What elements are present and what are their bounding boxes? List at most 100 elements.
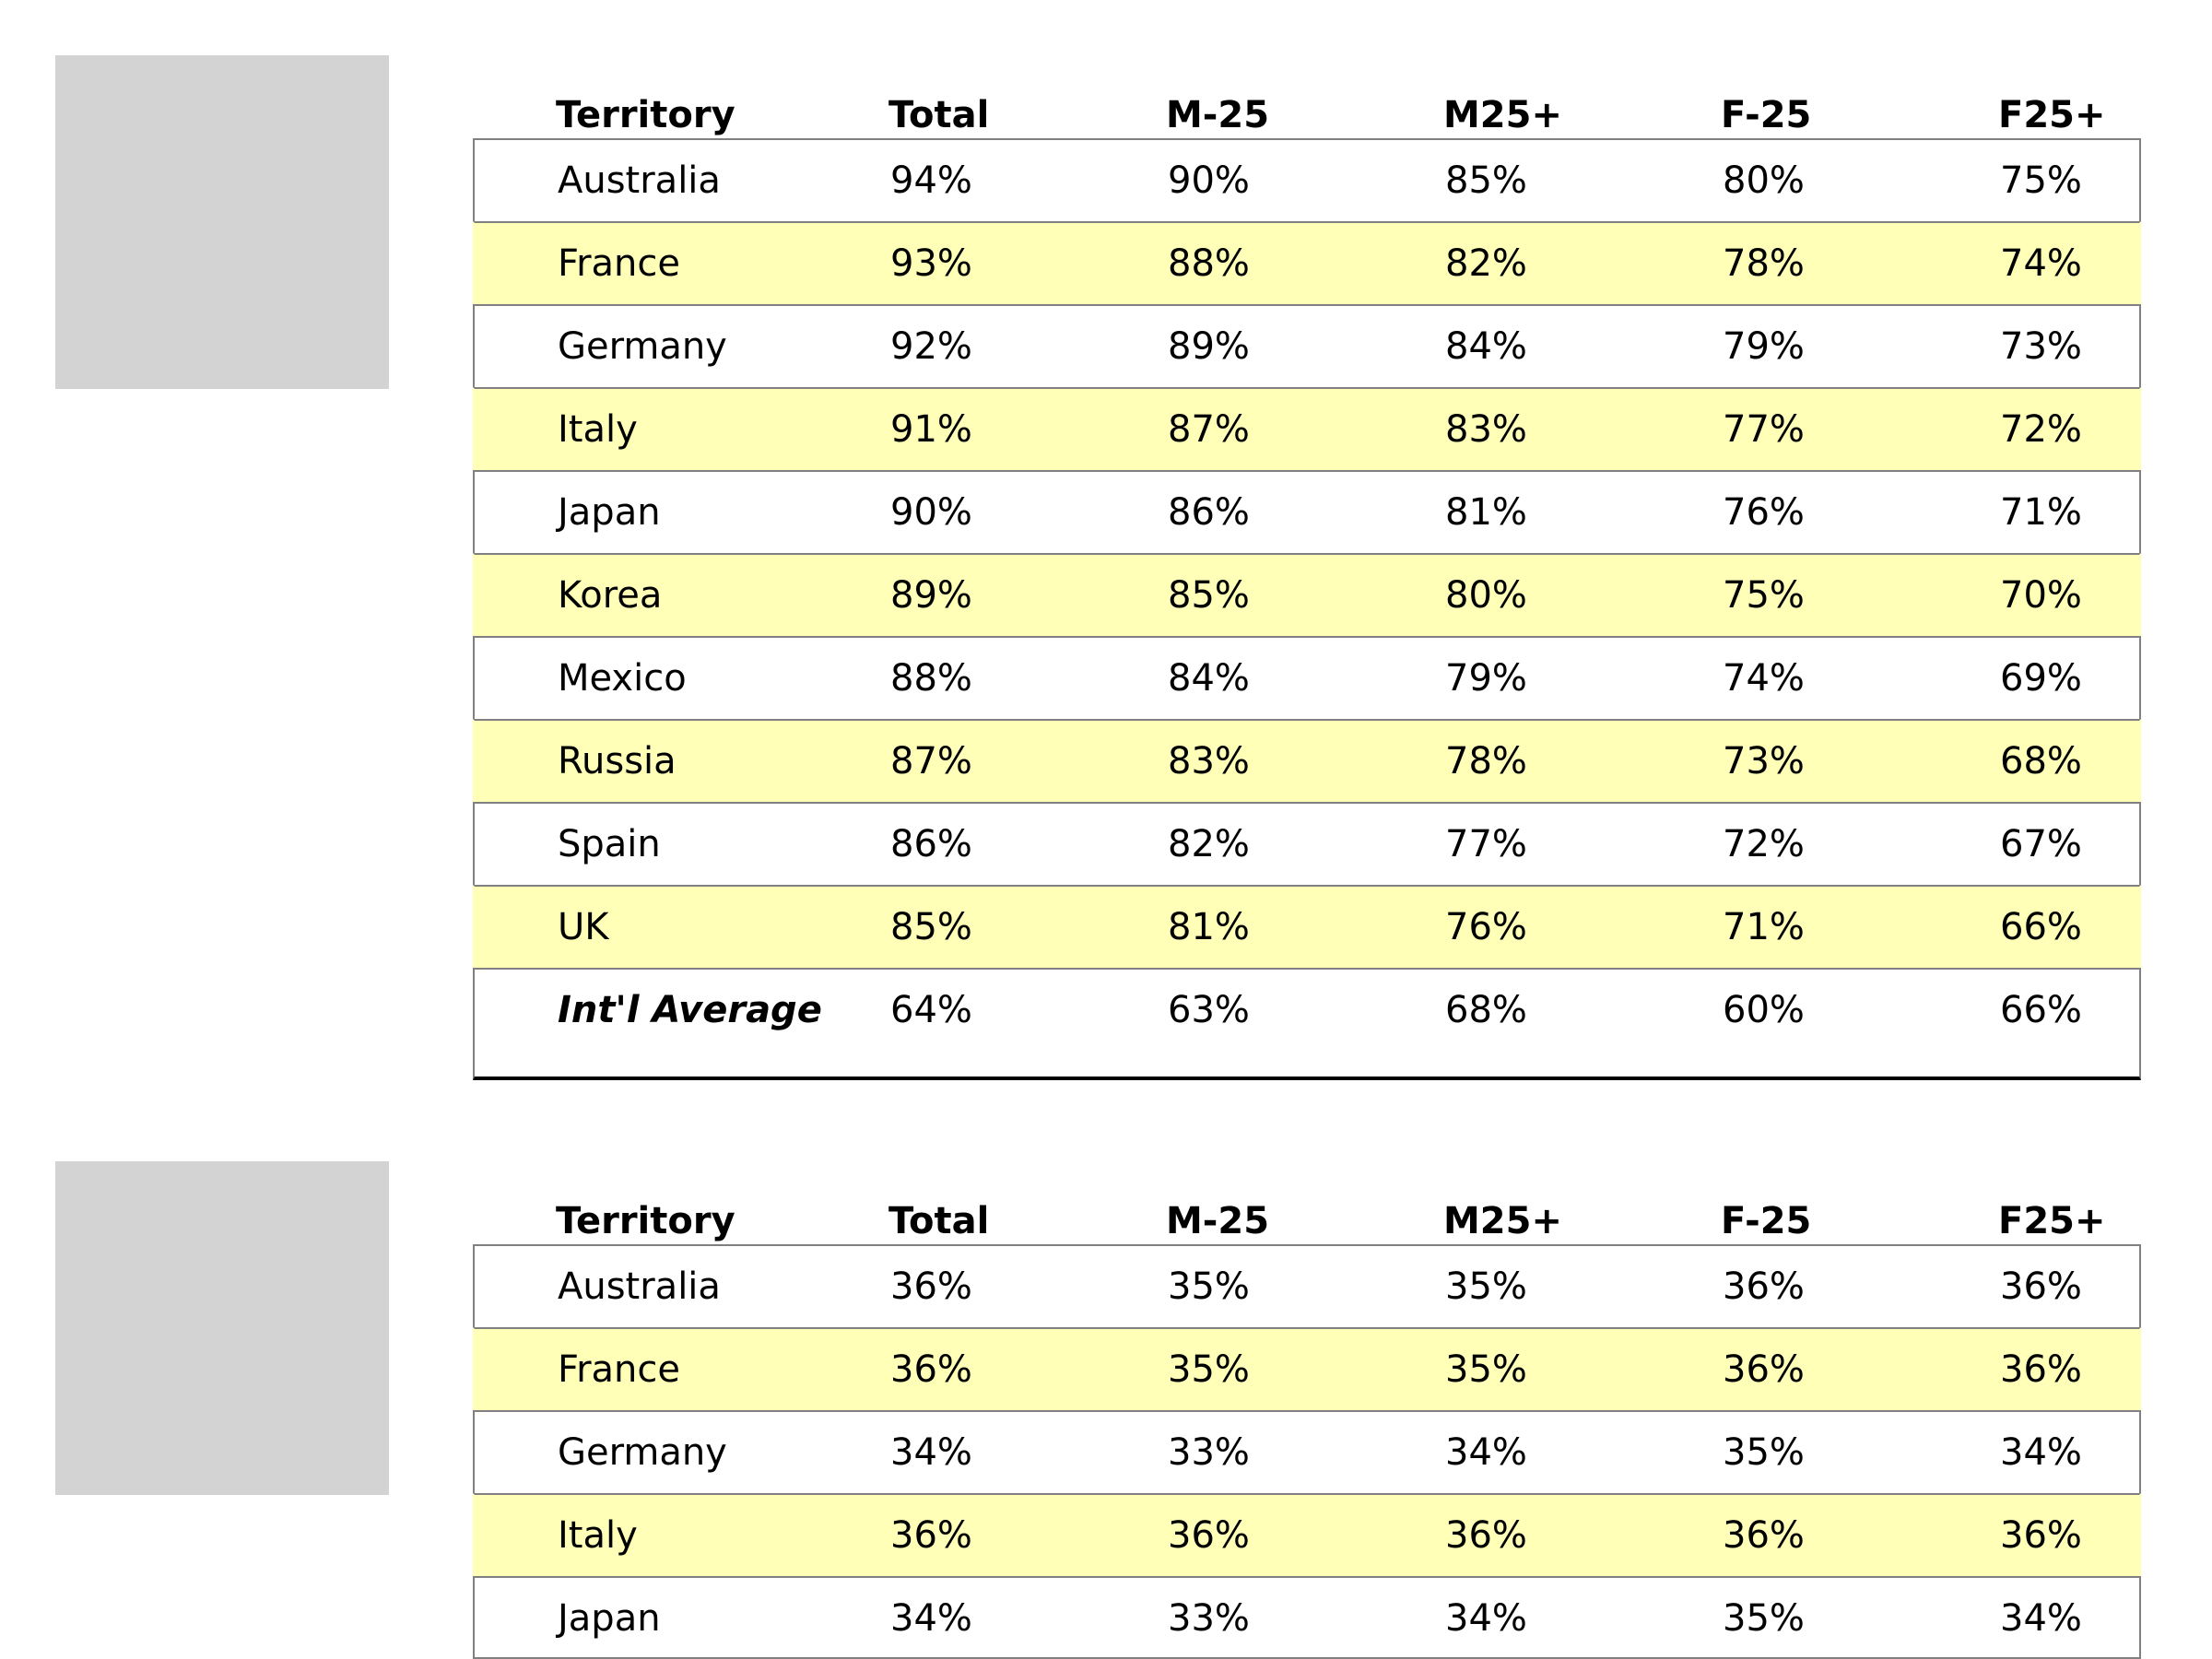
table-row: Australia 94% 90% 85% 80% 75% xyxy=(473,138,2141,221)
m-under-25-cell: 89% xyxy=(1168,325,1250,368)
m-25-plus-cell: 35% xyxy=(1445,1265,1527,1308)
table-row: UK 85% 81% 76% 71% 66% xyxy=(473,885,2141,968)
f-under-25-cell: 60% xyxy=(1723,989,1805,1031)
f-under-25-cell: 35% xyxy=(1723,1431,1805,1474)
m-under-25-cell: 90% xyxy=(1168,159,1250,202)
f-25-plus-cell: 67% xyxy=(2000,823,2082,865)
m-under-25-cell: 84% xyxy=(1168,657,1250,700)
column-header-territory: Territory xyxy=(556,94,735,136)
table-row: Mexico 88% 84% 79% 74% 69% xyxy=(473,636,2141,719)
total-cell: 91% xyxy=(890,408,972,451)
table-body: Australia 36% 35% 35% 36% 36% France 36% 35% 35% 3… xyxy=(473,1244,2141,1659)
territory-cell: Italy xyxy=(558,1514,638,1557)
column-header-f-under-25: F-25 xyxy=(1721,1200,1812,1242)
f-under-25-cell: 78% xyxy=(1723,242,1805,285)
m-25-plus-cell: 36% xyxy=(1445,1514,1527,1557)
territory-cell: Int'l Average xyxy=(558,989,822,1031)
column-header-f-25-plus: F25+ xyxy=(1998,1200,2106,1242)
territory-cell: Mexico xyxy=(558,657,687,700)
f-25-plus-cell: 73% xyxy=(2000,325,2082,368)
column-header-f-under-25: F-25 xyxy=(1721,94,1812,136)
m-under-25-cell: 33% xyxy=(1168,1431,1250,1474)
m-25-plus-cell: 34% xyxy=(1445,1597,1527,1640)
total-cell: 36% xyxy=(890,1348,972,1391)
column-header-territory: Territory xyxy=(556,1200,735,1242)
data-table: Territory Total M-25 M25+ F-25 F25+ Aust… xyxy=(473,54,2141,1080)
f-25-plus-cell: 70% xyxy=(2000,574,2082,617)
total-cell: 88% xyxy=(890,657,972,700)
m-25-plus-cell: 68% xyxy=(1445,989,1527,1031)
f-under-25-cell: 74% xyxy=(1723,657,1805,700)
m-25-plus-cell: 35% xyxy=(1445,1348,1527,1391)
total-cell: 36% xyxy=(890,1265,972,1308)
column-header-f-25-plus: F25+ xyxy=(1998,94,2106,136)
m-under-25-cell: 85% xyxy=(1168,574,1250,617)
table-header: Territory Total M-25 M25+ F-25 F25+ xyxy=(473,1160,2141,1246)
m-25-plus-cell: 83% xyxy=(1445,408,1527,451)
total-cell: 85% xyxy=(890,906,972,948)
f-25-plus-cell: 71% xyxy=(2000,491,2082,534)
f-25-plus-cell: 36% xyxy=(2000,1514,2082,1557)
territory-cell: Germany xyxy=(558,325,727,368)
m-under-25-cell: 33% xyxy=(1168,1597,1250,1640)
table-row: Russia 87% 83% 78% 73% 68% xyxy=(473,719,2141,802)
m-25-plus-cell: 78% xyxy=(1445,740,1527,782)
f-25-plus-cell: 34% xyxy=(2000,1597,2082,1640)
table-header: Territory Total M-25 M25+ F-25 F25+ xyxy=(473,54,2141,140)
territory-cell: Korea xyxy=(558,574,663,617)
table-row: Germany 34% 33% 34% 35% 34% xyxy=(473,1410,2141,1493)
f-under-25-cell: 79% xyxy=(1723,325,1805,368)
column-header-m-under-25: M-25 xyxy=(1166,94,1270,136)
territory-cell: France xyxy=(558,242,681,285)
f-25-plus-cell: 34% xyxy=(2000,1431,2082,1474)
f-under-25-cell: 71% xyxy=(1723,906,1805,948)
f-25-plus-cell: 36% xyxy=(2000,1265,2082,1308)
m-25-plus-cell: 34% xyxy=(1445,1431,1527,1474)
f-25-plus-cell: 36% xyxy=(2000,1348,2082,1391)
m-under-25-cell: 83% xyxy=(1168,740,1250,782)
f-25-plus-cell: 72% xyxy=(2000,408,2082,451)
table-row: Spain 86% 82% 77% 72% 67% xyxy=(473,802,2141,885)
m-under-25-cell: 86% xyxy=(1168,491,1250,534)
f-25-plus-cell: 74% xyxy=(2000,242,2082,285)
f-under-25-cell: 36% xyxy=(1723,1265,1805,1308)
table-row: Italy 36% 36% 36% 36% 36% xyxy=(473,1493,2141,1576)
m-25-plus-cell: 79% xyxy=(1445,657,1527,700)
f-under-25-cell: 72% xyxy=(1723,823,1805,865)
territory-cell: Germany xyxy=(558,1431,727,1474)
f-under-25-cell: 73% xyxy=(1723,740,1805,782)
table-row: France 36% 35% 35% 36% 36% xyxy=(473,1327,2141,1410)
total-cell: 87% xyxy=(890,740,972,782)
total-cell: 90% xyxy=(890,491,972,534)
m-under-25-cell: 88% xyxy=(1168,242,1250,285)
column-header-m-25-plus: M25+ xyxy=(1443,1200,1562,1242)
m-25-plus-cell: 82% xyxy=(1445,242,1527,285)
territory-cell: Italy xyxy=(558,408,638,451)
f-under-25-cell: 35% xyxy=(1723,1597,1805,1640)
table-row: Japan 90% 86% 81% 76% 71% xyxy=(473,470,2141,553)
f-under-25-cell: 75% xyxy=(1723,574,1805,617)
f-25-plus-cell: 66% xyxy=(2000,989,2082,1031)
table-row: Korea 89% 85% 80% 75% 70% xyxy=(473,553,2141,636)
m-25-plus-cell: 77% xyxy=(1445,823,1527,865)
f-25-plus-cell: 68% xyxy=(2000,740,2082,782)
territory-cell: Australia xyxy=(558,1265,721,1308)
territory-cell: Russia xyxy=(558,740,677,782)
image-placeholder xyxy=(55,55,389,389)
column-header-m-25-plus: M25+ xyxy=(1443,94,1562,136)
f-under-25-cell: 77% xyxy=(1723,408,1805,451)
territory-cell: UK xyxy=(558,906,609,948)
column-header-total: Total xyxy=(888,94,990,136)
f-25-plus-cell: 66% xyxy=(2000,906,2082,948)
f-25-plus-cell: 75% xyxy=(2000,159,2082,202)
m-under-25-cell: 63% xyxy=(1168,989,1250,1031)
image-placeholder xyxy=(55,1161,389,1495)
m-25-plus-cell: 85% xyxy=(1445,159,1527,202)
total-cell: 34% xyxy=(890,1597,972,1640)
f-under-25-cell: 76% xyxy=(1723,491,1805,534)
column-header-total: Total xyxy=(888,1200,990,1242)
territory-cell: Australia xyxy=(558,159,721,202)
m-under-25-cell: 81% xyxy=(1168,906,1250,948)
total-cell: 36% xyxy=(890,1514,972,1557)
total-cell: 89% xyxy=(890,574,972,617)
